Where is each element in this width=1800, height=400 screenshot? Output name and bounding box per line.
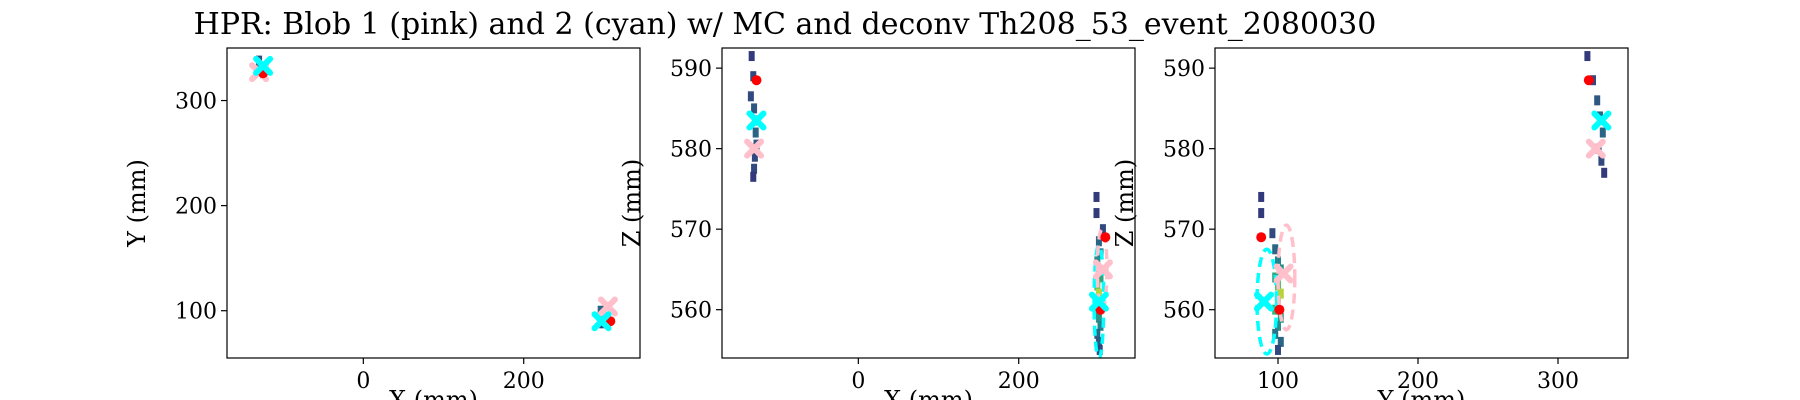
mc-point [751,75,762,86]
blob1-marker [597,296,618,317]
hit-point [1269,228,1276,239]
x-tick-label: 100 [1257,369,1299,394]
axes-frame [1214,47,1629,359]
hit-point [750,71,757,82]
blob2-marker [1088,291,1109,312]
blob1-marker [744,138,765,159]
hit-point [1275,320,1281,331]
hit-point [747,91,754,102]
hit-point [1095,312,1102,323]
hit-point [1584,51,1591,62]
x-tick-label: 200 [503,369,545,394]
x-tick-label: 300 [1537,369,1579,394]
y-tick-label: 570 [1163,218,1205,243]
hit-point [1594,95,1601,106]
hit-point [750,171,757,182]
hit-point [1598,155,1605,166]
hit-point [1258,208,1265,219]
panel-2: 0 200 560 570 580 590 X (mm) Z (mm) [618,47,1136,400]
blob1-marker [1273,263,1294,284]
x-tick-label: 0 [851,369,865,394]
hit-point [1599,127,1606,138]
mc-point [1100,232,1111,243]
hit-point [752,127,759,138]
hit-point [1094,328,1101,339]
hit-point [1097,272,1104,283]
hit-point [1275,344,1281,355]
blob2-marker [1591,110,1612,131]
hit-point [1093,208,1100,219]
y-tick-label: 580 [670,138,712,163]
blob2-marker [253,55,274,76]
y-axis-label: Z (mm) [618,159,646,248]
mc-point [1583,75,1594,86]
blob2-marker [591,311,612,332]
x-axis-label: X (mm) [389,386,478,400]
hit-point [1272,244,1279,255]
mc-point [1274,304,1285,315]
hit-point [1095,236,1102,247]
y-axis-label: Z (mm) [1111,159,1139,248]
x-axis-label: X (mm) [884,386,973,400]
chart-title: HPR: Blob 1 (pink) and 2 (cyan) w/ MC an… [194,7,1377,42]
axes-frame [721,47,1136,359]
blob1-marker [1092,259,1113,280]
y-tick-label: 590 [1163,57,1205,82]
hit-point [1095,336,1102,347]
plot-area [249,55,618,332]
mc-point [1256,232,1267,243]
blob1-marker [1585,138,1606,159]
x-tick-label: 200 [998,369,1040,394]
x-axis-label: Y (mm) [1377,386,1466,400]
panels: 0 200 100 200 300 X (mm) Y (mm) 0 200 560 570 580 59… [123,47,1629,400]
hit-point [1275,256,1281,267]
plot-area [1254,51,1612,356]
hit-point [1097,320,1104,331]
hit-point [1277,336,1284,347]
hit-point [1095,288,1102,299]
hit-point [751,151,758,162]
y-tick-label: 580 [1163,138,1205,163]
blob2-ellipse [1255,247,1279,356]
blob2-marker [746,110,767,131]
blob1-ellipse [1276,223,1297,332]
x-tick-label: 200 [1397,369,1439,394]
y-axis-label: Y (mm) [123,159,151,248]
y-tick-label: 200 [175,195,217,220]
hit-point [751,163,758,174]
y-tick-label: 570 [670,218,712,243]
y-tick-label: 590 [670,57,712,82]
y-tick-label: 100 [175,300,217,325]
y-tick-label: 300 [175,90,217,115]
hit-point [1258,191,1265,202]
hit-point [748,51,755,62]
plot-area [744,51,1113,358]
hit-point [1277,288,1284,299]
axes-frame [226,47,641,359]
y-tick-label: 560 [670,299,712,324]
hit-point [1093,191,1100,202]
x-tick-label: 0 [356,369,370,394]
blob2-marker [1254,291,1274,312]
hit-point [1099,224,1106,235]
hit-point [751,103,758,114]
panel-1: 0 200 100 200 300 X (mm) Y (mm) [123,47,641,400]
hit-point [1601,167,1608,178]
panel-3: 100 200 300 560 570 580 590 Y (mm) Z (mm) [1111,47,1629,400]
y-tick-label: 560 [1163,299,1205,324]
